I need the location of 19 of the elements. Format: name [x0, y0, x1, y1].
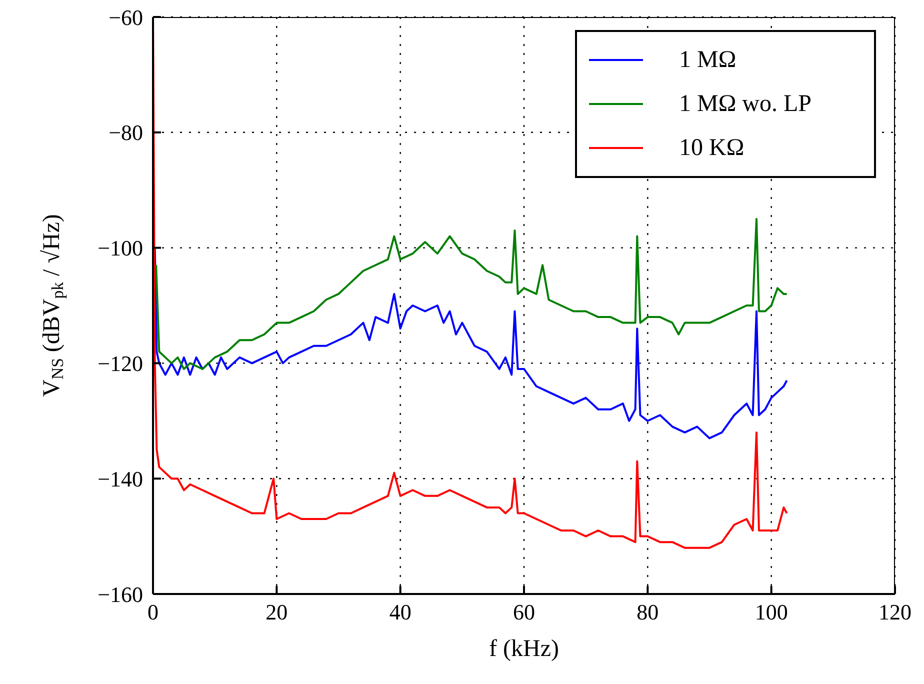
y-tick-label: −120 [98, 351, 143, 376]
x-tick-label: 100 [754, 600, 788, 625]
legend-label: 10 KΩ [679, 134, 744, 163]
y-tick-label: −100 [98, 236, 143, 261]
legend-label: 1 MΩ wo. LP [679, 90, 812, 119]
x-tick-label: 40 [389, 600, 412, 625]
y-tick-label: −80 [108, 120, 143, 146]
x-tick-label: 80 [636, 600, 659, 625]
legend-label: 1 MΩ [679, 46, 736, 75]
y-tick-label: −160 [98, 582, 143, 607]
x-tick-label: 60 [513, 600, 535, 625]
y-tick-label: −140 [98, 466, 143, 492]
line-series [154, 246, 788, 440]
x-axis-title: f (kHz) [489, 636, 559, 662]
line-series [155, 218, 788, 370]
y-tick-label: −60 [108, 4, 143, 30]
x-tick-label: 120 [878, 600, 912, 625]
x-tick-label: 0 [148, 600, 158, 625]
x-tick-label: 20 [266, 600, 288, 625]
